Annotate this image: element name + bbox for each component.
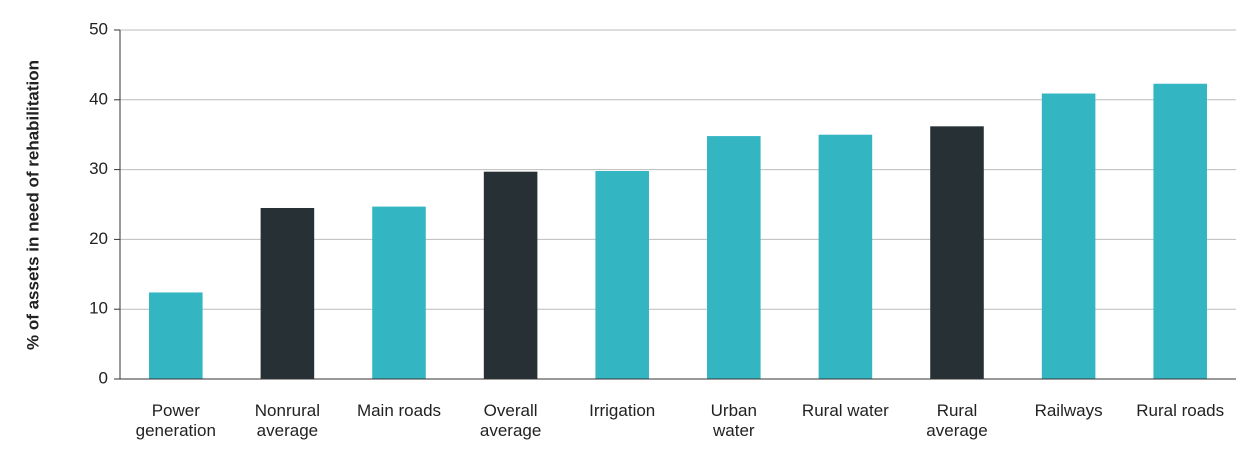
bar xyxy=(149,292,203,379)
y-tick-label: 10 xyxy=(89,299,108,318)
y-tick-label: 50 xyxy=(89,19,108,38)
x-tick-label: Urban water xyxy=(710,401,757,440)
y-tick-label: 30 xyxy=(89,159,108,178)
x-tick-label: Rural water xyxy=(801,401,889,420)
x-tick-label: Main roads xyxy=(356,401,442,420)
x-tick-label: Rural roads xyxy=(1136,401,1225,420)
x-tick-label: Power generation xyxy=(135,401,216,440)
bar xyxy=(1041,93,1096,379)
bar xyxy=(930,126,984,379)
y-tick-label: 20 xyxy=(89,229,108,248)
bar xyxy=(1153,83,1207,379)
bar xyxy=(595,170,649,379)
x-tick-label: Overall average xyxy=(479,401,542,440)
x-tick-label: Rural average xyxy=(926,401,988,440)
x-tick-label: Irrigation xyxy=(589,401,656,420)
y-tick-label: 0 xyxy=(99,368,108,387)
x-tick-label: Railways xyxy=(1034,401,1103,420)
x-tick-label: Nonrural average xyxy=(254,401,320,440)
bar xyxy=(818,134,873,379)
bar xyxy=(372,206,426,379)
bar xyxy=(483,171,538,379)
bar xyxy=(260,207,315,379)
y-axis-title: % of assets in need of rehabilitation xyxy=(23,60,42,350)
bar xyxy=(707,136,761,379)
y-tick-label: 40 xyxy=(89,89,108,108)
